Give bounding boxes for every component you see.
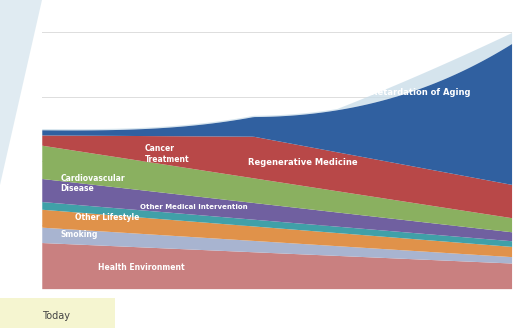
Text: Regenerative Medicine: Regenerative Medicine <box>248 158 358 167</box>
Y-axis label: Mortality Improvement: Mortality Improvement <box>30 110 39 198</box>
Text: Other Lifestyle: Other Lifestyle <box>75 213 139 222</box>
Text: Today: Today <box>42 312 70 321</box>
Text: Other Medical Intervention: Other Medical Intervention <box>140 204 248 210</box>
Text: Retardation of Aging: Retardation of Aging <box>371 88 470 97</box>
Text: Cardiovascular
Disease: Cardiovascular Disease <box>61 174 125 194</box>
Text: Smoking: Smoking <box>61 230 98 239</box>
Text: Cancer
Treatment: Cancer Treatment <box>145 144 189 164</box>
Polygon shape <box>0 0 42 185</box>
Text: Health Environment: Health Environment <box>98 263 185 272</box>
